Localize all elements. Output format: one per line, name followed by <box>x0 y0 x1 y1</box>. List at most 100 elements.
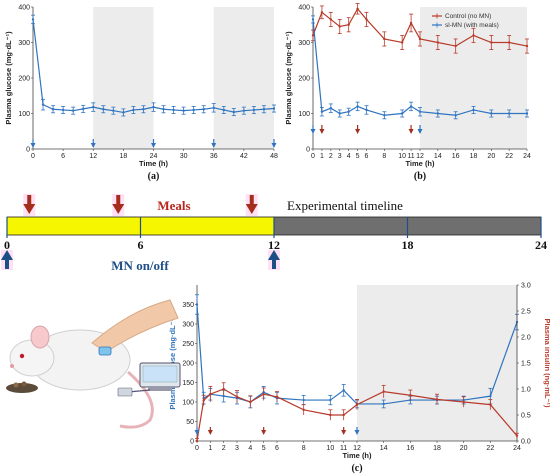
meal-arrow-head <box>245 204 258 214</box>
y2-tick-label: 1.5 <box>521 361 531 368</box>
data-point <box>365 18 368 21</box>
y2-axis-label: Plasma insulin (ng·mL⁻¹) <box>543 319 550 408</box>
data-point <box>41 103 45 106</box>
timeline-tick-label: 0 <box>4 238 10 252</box>
x-tick-label: 6 <box>365 153 369 160</box>
mn-arrow-up-icon <box>268 250 280 269</box>
data-point <box>202 108 205 111</box>
x-tick-label: 18 <box>119 153 127 160</box>
data-point <box>209 393 212 396</box>
data-point <box>142 108 145 111</box>
rat-nose <box>10 364 14 368</box>
data-point <box>275 395 279 398</box>
data-point <box>382 402 385 406</box>
data-point <box>329 106 333 110</box>
meal-arrow-head <box>112 204 125 214</box>
mn-on-off-label: MN on/off <box>111 258 169 273</box>
x-tick-label: 2 <box>329 153 333 160</box>
x-tick-label: 10 <box>398 153 406 160</box>
data-point <box>409 21 413 25</box>
data-point <box>355 403 359 406</box>
meal-arrow-down-icon-head <box>355 129 361 134</box>
x-tick-label: 5 <box>262 445 266 452</box>
meal-arrow-down-icon <box>341 427 347 435</box>
x-tick-label: 0 <box>195 445 199 452</box>
mn-arrow-head <box>268 250 280 260</box>
mn-arrow-head <box>1 250 13 260</box>
data-point <box>365 108 368 112</box>
series-line <box>196 388 518 442</box>
x-tick-label: 24 <box>150 153 158 160</box>
data-point <box>102 108 105 111</box>
data-point <box>262 108 266 111</box>
x-axis-label: Time (h) <box>139 159 169 168</box>
data-point <box>222 387 225 391</box>
data-point <box>338 25 341 28</box>
meal-arrow-head <box>23 204 36 214</box>
rat-head <box>9 339 55 377</box>
x-tick-label: 14 <box>434 153 442 160</box>
x-tick-label: 12 <box>353 445 361 452</box>
x-tick-label: 42 <box>240 153 248 160</box>
data-point <box>347 23 350 26</box>
data-point <box>515 434 519 437</box>
glucose-meter-device <box>117 387 133 397</box>
data-point <box>272 107 276 110</box>
data-point <box>195 303 199 306</box>
data-point <box>235 395 239 398</box>
data-point <box>212 106 215 110</box>
y-tick-label: 100 <box>18 111 30 118</box>
x-tick-label: 20 <box>487 153 495 160</box>
x-tick-label: 14 <box>380 445 388 452</box>
panel-1: 0 1 2 3 4 5 6 8 10 11 12 14 16 18 20 22 240100200300400T… <box>284 3 531 182</box>
x-tick-label: 11 <box>340 445 347 452</box>
data-point <box>383 37 386 41</box>
x-tick-label: 30 <box>180 153 188 160</box>
data-point <box>112 109 115 112</box>
mn-arrow-shaft <box>5 259 9 269</box>
data-point <box>329 413 332 417</box>
data-point <box>232 110 236 114</box>
data-point <box>507 41 511 44</box>
data-point <box>489 403 492 406</box>
x-tick-label: 18 <box>433 445 441 452</box>
rat-with-glucose-meter-illustration <box>6 299 181 429</box>
food-pellet <box>13 382 19 388</box>
data-point <box>252 108 256 112</box>
timeline-title: Experimental timeline <box>287 198 403 213</box>
y-tick-label: 0 <box>26 147 30 154</box>
y-tick-label: 200 <box>298 76 310 83</box>
x-tick-label: 6 <box>275 445 279 452</box>
mn-arrow-down-icon-head <box>151 143 156 148</box>
x-tick-label: 4 <box>248 445 252 452</box>
y-tick-label: 0 <box>306 147 310 154</box>
food-pellet <box>21 381 27 387</box>
finger <box>91 299 179 353</box>
rat-ear <box>30 325 50 349</box>
data-point <box>51 108 55 111</box>
x-tick-label: 0 <box>31 153 35 160</box>
x-tick-label: 22 <box>505 153 513 160</box>
mn-arrow-down-icon <box>30 139 36 148</box>
data-point <box>507 112 511 115</box>
data-point <box>382 390 385 393</box>
x-tick-label: 18 <box>470 153 478 160</box>
shaded-region <box>93 7 154 149</box>
timeline-tick-label: 6 <box>138 238 144 252</box>
panel-label: (b) <box>414 171 426 182</box>
rat-tail <box>119 370 154 429</box>
panel-label: (a) <box>148 171 160 182</box>
data-point <box>122 111 125 114</box>
data-point <box>356 7 359 10</box>
mn-arrow-down-icon <box>271 139 277 148</box>
data-point <box>162 108 165 111</box>
y-tick-label: 300 <box>182 322 194 329</box>
data-point <box>222 394 225 398</box>
data-point <box>490 112 493 115</box>
x-tick-label: 6 <box>61 153 65 160</box>
meal-arrow-down-icon-head <box>341 430 347 435</box>
meal-arrow-down-icon-head <box>319 129 325 134</box>
x-tick-label: 10 <box>326 445 334 452</box>
panel-0: 0 6 12 18 24 30 36 42 48 0 100 200 300 400 Time (h) Pla… <box>4 5 278 183</box>
data-point <box>302 398 305 402</box>
